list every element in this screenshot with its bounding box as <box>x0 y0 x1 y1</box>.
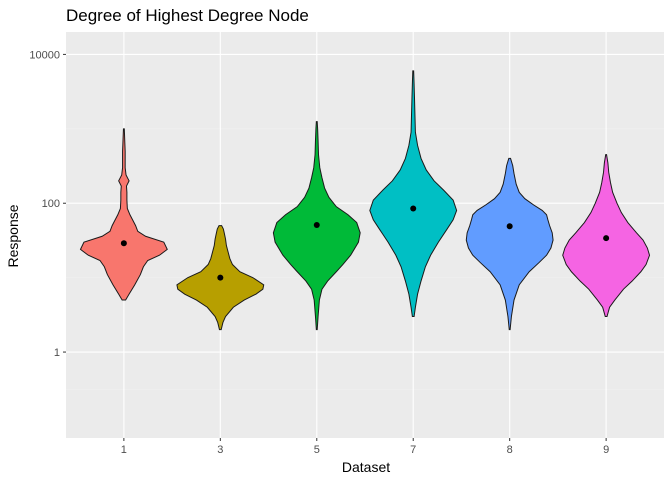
mean-point-7 <box>410 205 417 212</box>
violin-8 <box>465 157 554 331</box>
x-tick-label: 1 <box>121 444 127 456</box>
x-axis-title: Dataset <box>342 459 390 475</box>
mean-point-3 <box>217 274 224 281</box>
y-tick-label: 100 <box>42 198 60 210</box>
violin-1 <box>79 128 168 301</box>
y-tick-label: 1 <box>54 347 60 359</box>
x-tick-label: 5 <box>314 444 320 456</box>
plot-panel <box>66 32 664 438</box>
y-axis: 1 100 10000 <box>29 49 66 359</box>
mean-point-8 <box>506 223 513 230</box>
mean-point-1 <box>120 240 127 247</box>
x-axis: 1 3 5 7 8 9 <box>121 438 609 456</box>
y-tick-label: 10000 <box>29 49 60 61</box>
x-tick-label: 3 <box>217 444 223 456</box>
y-axis-title: Response <box>5 204 21 267</box>
x-tick-label: 9 <box>603 444 609 456</box>
x-tick-label: 7 <box>410 444 416 456</box>
mean-point-5 <box>313 221 320 228</box>
x-tick-label: 8 <box>507 444 513 456</box>
violins <box>79 70 651 331</box>
chart-title: Degree of Highest Degree Node <box>66 6 309 25</box>
violin-7 <box>369 70 458 318</box>
mean-point-9 <box>603 235 610 242</box>
mean-points <box>120 205 610 281</box>
